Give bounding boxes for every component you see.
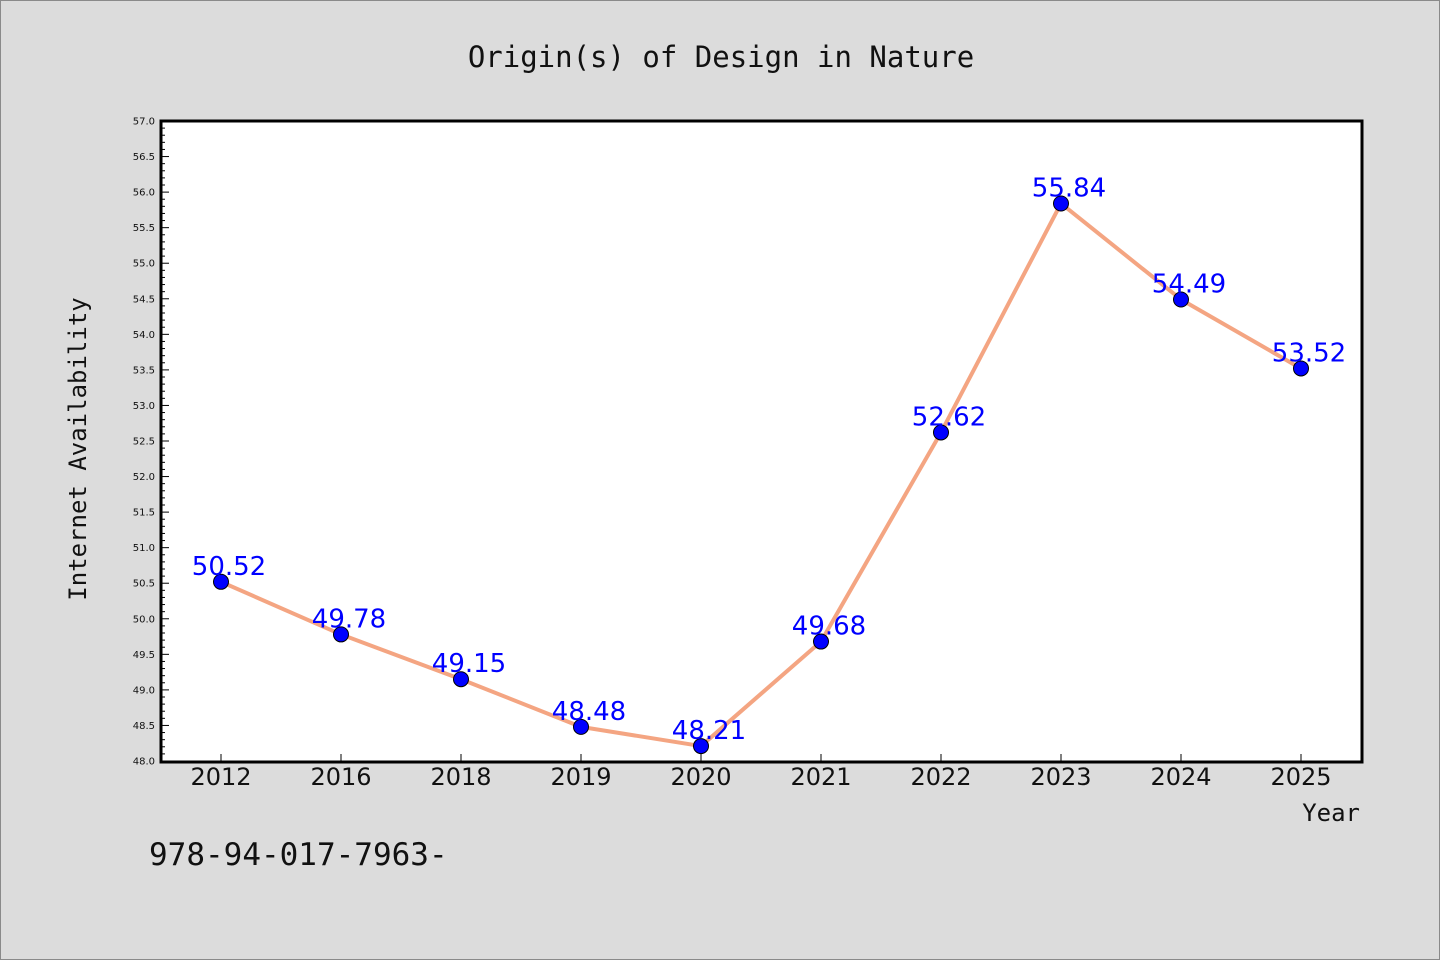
data-label: 50.52 [192, 552, 266, 582]
y-tick-label: 48.5 [133, 721, 155, 732]
data-label: 48.21 [672, 716, 746, 746]
y-tick-label: 54.0 [133, 330, 155, 341]
data-point [813, 633, 829, 650]
y-tick-label: 56.5 [133, 152, 155, 163]
x-tick-label: 2019 [550, 763, 611, 791]
data-point [573, 718, 589, 735]
y-tick-label: 51.5 [133, 508, 155, 519]
x-tick-label: 2021 [790, 763, 851, 791]
y-tick-label: 55.0 [133, 259, 155, 270]
data-point [333, 626, 349, 643]
y-tick-label: 57.0 [133, 117, 155, 128]
y-tick-label: 53.5 [133, 365, 155, 376]
y-tick-label: 52.5 [133, 437, 155, 448]
y-tick-label: 48.0 [133, 757, 155, 768]
x-tick-label: 2018 [430, 763, 491, 791]
y-tick-label: 55.5 [133, 223, 155, 234]
x-axis-title: Year [1302, 799, 1360, 827]
y-tick-label: 51.0 [133, 543, 155, 554]
data-point [693, 738, 709, 755]
y-tick-label: 50.0 [133, 614, 155, 625]
data-point [1053, 195, 1069, 212]
data-label: 52.62 [912, 402, 986, 432]
y-tick-label: 54.5 [133, 294, 155, 305]
data-point [1173, 291, 1189, 308]
data-point [453, 671, 469, 688]
y-tick-label: 53.0 [133, 401, 155, 412]
x-tick-label: 2016 [310, 763, 371, 791]
x-tick-label: 2020 [670, 763, 731, 791]
footer-isbn-text: 978-94-017-7963- [149, 837, 448, 873]
x-tick-label: 2022 [910, 763, 971, 791]
x-tick-label: 2012 [190, 763, 251, 791]
data-label: 49.68 [792, 612, 866, 642]
data-label: 49.15 [432, 649, 506, 679]
data-point [933, 424, 949, 441]
y-tick-label: 49.5 [133, 650, 155, 661]
series-line [220, 201, 1302, 749]
plot-area [161, 121, 1362, 762]
y-tick-label: 56.0 [133, 188, 155, 199]
data-point [213, 573, 229, 590]
x-tick-label: 2023 [1030, 763, 1091, 791]
data-label: 53.52 [1272, 338, 1346, 368]
data-label: 49.78 [312, 604, 386, 634]
x-tick-label: 2025 [1270, 763, 1331, 791]
chart-title: Origin(s) of Design in Nature [468, 40, 974, 74]
data-markers [213, 195, 1309, 755]
x-tick-label: 2024 [1150, 763, 1211, 791]
plot-frame [159, 119, 1364, 764]
y-tick-label: 52.0 [133, 472, 155, 483]
y-axis: 48.0 48.5 49.0 49.5 50.0 50.5 51.0 51.5 52.0 52.5… [133, 117, 169, 768]
y-axis-title: Internet Availability [64, 297, 92, 600]
data-label: 48.48 [552, 697, 626, 727]
data-label: 55.84 [1032, 173, 1106, 203]
y-tick-label: 49.0 [133, 685, 155, 696]
data-label: 54.49 [1152, 269, 1226, 299]
data-labels: 50.52 49.78 49.15 48.48 48.21 49.68 52.62 55.84… [192, 173, 1346, 746]
data-point [1293, 360, 1309, 377]
x-axis: 2012 2016 2018 2019 2020 2021 2022 2023 2024 2025 [190, 754, 1332, 791]
y-tick-label: 50.5 [133, 579, 155, 590]
